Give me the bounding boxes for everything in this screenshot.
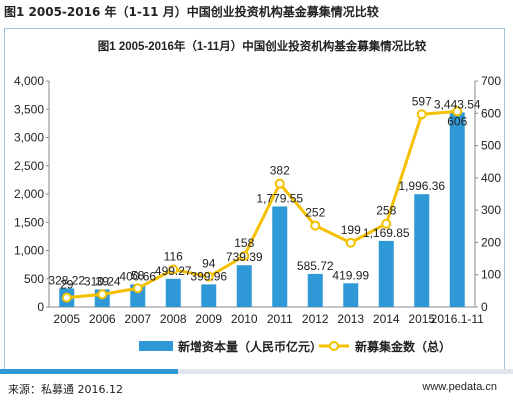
line-point	[310, 220, 321, 231]
line-data-label: 258	[376, 204, 396, 218]
line-data-label: 597	[412, 94, 432, 108]
y-left-tick-label: 3,500	[14, 102, 44, 116]
bar-data-label: 585.72	[297, 259, 334, 273]
x-tick-label: 2016.1-11	[431, 312, 484, 326]
line-point	[203, 271, 214, 282]
x-tick-label: 2009	[195, 312, 222, 326]
x-tick-label: 2012	[302, 312, 329, 326]
y-left-tick-label: 3,000	[14, 131, 44, 145]
source-note: 来源：私募通 2016.12	[8, 383, 123, 396]
page-title: 图1 2005-2016 年（1-11 月）中国创业投资机构基金募集情况比较	[4, 5, 379, 19]
line-data-label: 29	[60, 278, 74, 292]
line-data-label: 606	[447, 114, 467, 128]
y-left-tick-label: 2,000	[14, 187, 44, 201]
y-left-tick-label: 0	[37, 300, 44, 314]
line-data-label: 199	[341, 223, 361, 237]
y-left-tick-label: 500	[24, 272, 44, 286]
legend-line-marker	[329, 341, 339, 351]
bar-data-label: 400.66	[119, 269, 156, 283]
y-right-tick-label: 200	[481, 235, 501, 249]
line-data-label: 58	[131, 268, 145, 282]
y-left-tick-label: 1,000	[14, 244, 44, 258]
bar	[236, 265, 252, 307]
footer-divider-accent	[0, 369, 178, 374]
footer-divider	[0, 369, 513, 374]
y-right-tick-label: 600	[481, 106, 501, 120]
y-right-tick-label: 400	[481, 171, 501, 185]
y-right-tick-label: 500	[481, 139, 501, 153]
line-point	[97, 289, 108, 300]
chart-frame: 图1 2005-2016年（1-11月）中国创业投资机构基金募集情况比较 0 500…	[4, 28, 505, 372]
line-data-label: 252	[305, 206, 325, 220]
line-point	[416, 109, 427, 120]
line-data-label: 382	[270, 164, 290, 178]
line-data-label: 158	[234, 236, 254, 250]
y-right-tick-label: 300	[481, 203, 501, 217]
legend-line-label: 新募集金数（总）	[355, 339, 451, 354]
bar	[201, 284, 217, 307]
line-series	[66, 109, 458, 300]
y-right-tick-label: 700	[481, 74, 501, 88]
x-tick-label: 2006	[89, 312, 116, 326]
bar-data-label: 419.99	[332, 268, 369, 282]
line-point	[168, 264, 179, 275]
bar	[272, 206, 288, 307]
line-data-label: 39	[96, 274, 110, 288]
x-tick-label: 2013	[337, 312, 364, 326]
legend-bar-swatch	[139, 341, 173, 351]
x-tick-label: 2008	[160, 312, 187, 326]
bar-data-label: 499.27	[155, 264, 192, 278]
y-right-tick-label: 0	[481, 300, 488, 314]
bar	[414, 194, 430, 307]
x-tick-label: 2014	[373, 312, 400, 326]
line-point	[239, 250, 250, 261]
line-point	[274, 178, 285, 189]
x-tick-label: 2007	[124, 312, 151, 326]
bar-data-label: 328.22	[48, 273, 85, 287]
x-tick-label: 2005	[53, 312, 80, 326]
line-data-label: 116	[164, 250, 183, 264]
bar	[449, 112, 465, 307]
y-left-tick-label: 4,000	[14, 74, 44, 88]
y-right-tick-label: 100	[481, 268, 501, 282]
bar-data-label: 399.96	[190, 269, 227, 283]
y-left-tick-label: 2,500	[14, 159, 44, 173]
x-tick-label: 2011	[267, 312, 293, 326]
bar-data-label: 1,996.36	[398, 179, 445, 193]
bar	[343, 283, 359, 307]
line-point	[345, 237, 356, 248]
bar-data-label: 1,779.55	[256, 191, 303, 205]
bar	[378, 240, 394, 307]
bar-data-label: 310.24	[84, 274, 121, 288]
y-left-tick-label: 1,500	[14, 215, 44, 229]
bar	[307, 273, 323, 307]
bar-data-label: 1,169.85	[363, 226, 410, 240]
line-point	[61, 292, 72, 303]
x-tick-label: 2010	[231, 312, 258, 326]
legend-bar-label: 新增资本量（人民币亿元）	[178, 339, 322, 354]
chart-title: 图1 2005-2016年（1-11月）中国创业投资机构基金募集情况比较	[98, 39, 427, 53]
chart: 图1 2005-2016年（1-11月）中国创业投资机构基金募集情况比较 0 500…	[14, 39, 501, 354]
line-point	[452, 106, 463, 117]
bar-data-label: 739.39	[226, 250, 263, 264]
bar-data-label: 3,443.54	[434, 97, 481, 111]
x-tick-label: 2015	[408, 312, 435, 326]
line-point	[132, 283, 143, 294]
line-point	[381, 218, 392, 229]
bar	[165, 278, 181, 307]
line-data-label: 94	[202, 257, 216, 271]
site-url: www.pedata.cn	[422, 381, 497, 393]
